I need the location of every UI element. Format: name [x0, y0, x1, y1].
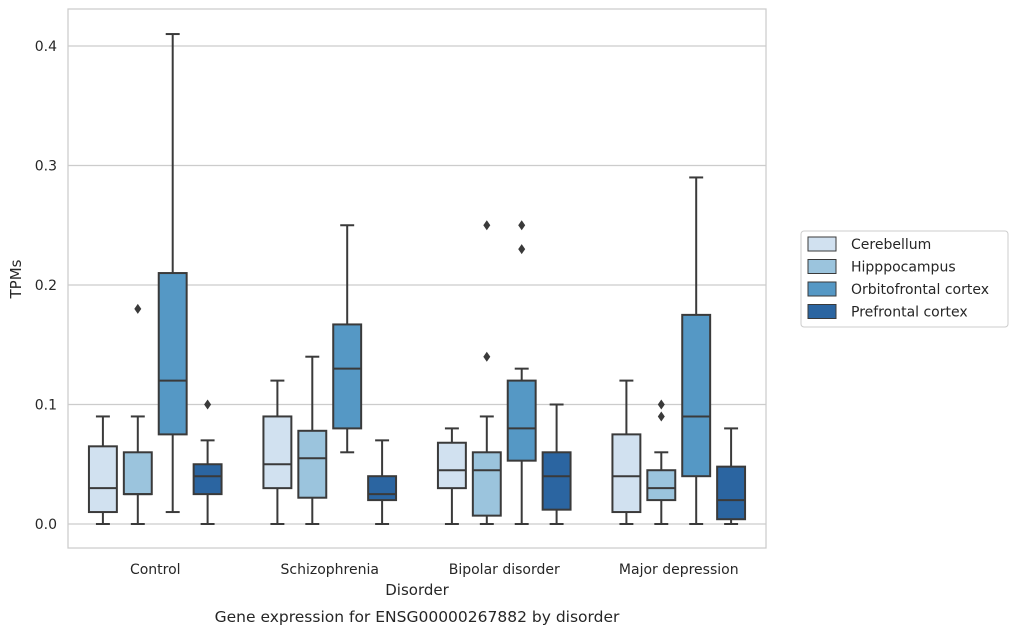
legend-swatch: [807, 304, 837, 319]
box-plots: [87, 33, 747, 525]
box-prefrontal-cortex-major-depression: [716, 427, 747, 525]
y-tick-label: 0.0: [35, 517, 57, 533]
y-tick-label: 0.2: [35, 278, 57, 294]
box-body: [436, 441, 467, 490]
box-body: [367, 475, 398, 502]
x-axis-ticks: Control Schizophrenia Bipolar disorder Majo…: [130, 562, 739, 578]
box-body: [332, 323, 363, 430]
x-axis-label: Disorder: [385, 581, 449, 599]
legend-item: Hipppocampus: [807, 259, 956, 276]
outlier-point: [518, 220, 526, 231]
x-tick-label: Control: [130, 562, 181, 578]
box-body: [471, 451, 502, 517]
y-tick-label: 0.3: [35, 159, 57, 175]
box-cerebellum-schizophrenia: [262, 379, 293, 525]
box-cerebellum-control: [87, 415, 118, 525]
box-cerebellum-major-depression: [611, 379, 642, 525]
box-body: [681, 313, 712, 478]
legend-label: Orbitofrontal cortex: [851, 282, 989, 298]
box-cerebellum-bipolar-disorder: [436, 427, 467, 525]
box-body: [192, 463, 223, 496]
legend-swatch: [807, 236, 837, 252]
legend-item: Cerebellum: [807, 236, 931, 253]
y-tick-label: 0.4: [35, 39, 57, 55]
chart-caption: Gene expression for ENSG00000267882 by d…: [215, 608, 620, 626]
box-hipppocampus-major-depression: [646, 399, 677, 525]
box-orbitofrontal-cortex-bipolar-disorder: [506, 220, 537, 525]
x-tick-label: Schizophrenia: [281, 562, 379, 578]
outlier-point: [657, 411, 665, 422]
x-tick-label: Major depression: [619, 562, 739, 578]
outlier-point: [483, 351, 491, 362]
box-hipppocampus-bipolar-disorder: [471, 220, 502, 525]
box-prefrontal-cortex-bipolar-disorder: [541, 403, 572, 525]
legend-swatch: [807, 281, 837, 297]
box-body: [611, 433, 642, 514]
outlier-point: [134, 303, 142, 314]
legend-label: Cerebellum: [851, 237, 931, 253]
legend-items: Cerebellum Hipppocampus Orbitofrontal cort…: [807, 236, 989, 321]
legend-label: Hipppocampus: [851, 260, 956, 276]
x-tick-label: Bipolar disorder: [449, 562, 560, 578]
box-orbitofrontal-cortex-control: [157, 33, 188, 514]
box-body: [262, 415, 293, 490]
outlier-point: [657, 399, 665, 410]
box-hipppocampus-schizophrenia: [297, 355, 328, 525]
y-axis-ticks: 0.0 0.1 0.2 0.3 0.4: [35, 39, 57, 533]
box-prefrontal-cortex-control: [192, 399, 223, 525]
box-body: [646, 469, 677, 502]
legend-label: Prefrontal cortex: [851, 305, 968, 321]
outlier-point: [518, 244, 526, 255]
box-body: [541, 451, 572, 511]
legend-item: Orbitofrontal cortex: [807, 281, 989, 298]
outlier-point: [483, 220, 491, 231]
box-body: [716, 465, 747, 521]
legend-item: Prefrontal cortex: [807, 304, 968, 321]
box-body: [87, 445, 118, 514]
box-orbitofrontal-cortex-schizophrenia: [332, 224, 363, 454]
plot-area-frame: [67, 8, 767, 549]
box-hipppocampus-control: [122, 303, 153, 525]
box-body: [122, 451, 153, 496]
box-body: [297, 429, 328, 499]
box-body: [157, 272, 188, 436]
legend-swatch: [807, 259, 837, 274]
box-orbitofrontal-cortex-major-depression: [681, 176, 712, 525]
y-tick-label: 0.1: [35, 398, 57, 414]
legend: Cerebellum Hipppocampus Orbitofrontal cort…: [800, 230, 1009, 328]
outlier-point: [204, 399, 212, 410]
box-body: [506, 379, 537, 462]
legend-frame: [800, 230, 1009, 328]
box-prefrontal-cortex-schizophrenia: [367, 439, 398, 525]
y-axis-label: TPMs: [7, 259, 25, 299]
